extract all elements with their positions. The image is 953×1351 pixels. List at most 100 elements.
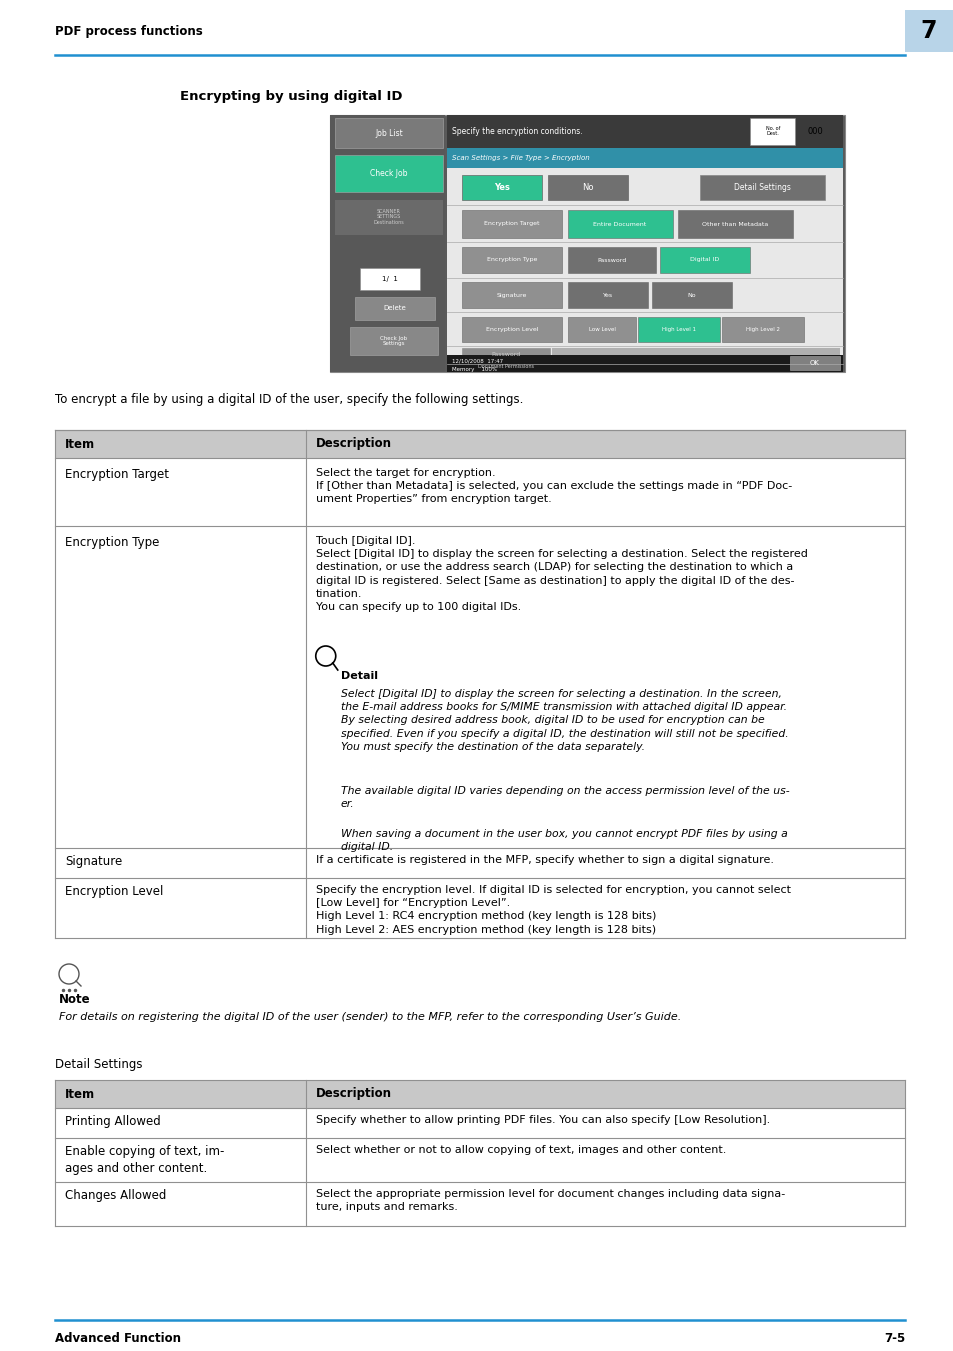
- Bar: [567, 317, 636, 342]
- Text: 1/  1: 1/ 1: [381, 276, 397, 282]
- Text: Detail: Detail: [340, 671, 377, 681]
- Bar: [461, 209, 561, 238]
- Bar: [651, 282, 731, 308]
- Text: Other than Metadata: Other than Metadata: [701, 222, 767, 227]
- Bar: [355, 297, 435, 320]
- Text: Select the appropriate permission level for document changes including data sign: Select the appropriate permission level …: [315, 1189, 784, 1212]
- Bar: [567, 247, 656, 273]
- Bar: [659, 247, 749, 273]
- Text: Specify the encryption conditions.: Specify the encryption conditions.: [452, 127, 582, 135]
- Text: Select the target for encryption.
If [Other than Metadata] is selected, you can : Select the target for encryption. If [Ot…: [315, 467, 791, 504]
- Text: Scan Settings > File Type > Encryption: Scan Settings > File Type > Encryption: [452, 155, 589, 161]
- Bar: [447, 115, 842, 149]
- Text: Changes Allowed: Changes Allowed: [65, 1189, 166, 1202]
- Bar: [335, 200, 442, 235]
- Text: Document Permissions: Document Permissions: [477, 365, 534, 370]
- Text: Note: Note: [59, 993, 91, 1006]
- Text: Enable copying of text, im-
ages and other content.: Enable copying of text, im- ages and oth…: [65, 1146, 224, 1175]
- Text: Check Job
Settings: Check Job Settings: [380, 335, 407, 346]
- Text: Specify the encryption level. If digital ID is selected for encryption, you cann: Specify the encryption level. If digital…: [315, 885, 790, 935]
- Text: Memory    100%: Memory 100%: [452, 366, 497, 372]
- Bar: [55, 878, 904, 938]
- Text: The available digital ID varies depending on the access permission level of the : The available digital ID varies dependin…: [340, 786, 788, 809]
- Text: Item: Item: [65, 438, 95, 450]
- Text: SCANNER
SETTINGS
Destinations: SCANNER SETTINGS Destinations: [374, 208, 404, 226]
- Bar: [567, 209, 672, 238]
- Bar: [359, 267, 419, 290]
- Text: High Level 1: High Level 1: [661, 327, 696, 331]
- Bar: [330, 115, 844, 372]
- Text: Entire Document: Entire Document: [593, 222, 646, 227]
- Text: Description: Description: [315, 438, 392, 450]
- Bar: [55, 430, 904, 458]
- Bar: [55, 1108, 904, 1138]
- Text: OK: OK: [809, 359, 819, 366]
- Text: Encryption Target: Encryption Target: [65, 467, 169, 481]
- Bar: [749, 118, 794, 145]
- Text: 000: 000: [806, 127, 822, 135]
- Text: Encrypting by using digital ID: Encrypting by using digital ID: [180, 91, 402, 103]
- Text: Description: Description: [315, 1088, 392, 1101]
- Text: Delete: Delete: [383, 305, 406, 311]
- Bar: [55, 1138, 904, 1182]
- Text: No: No: [687, 293, 696, 297]
- Text: Encryption Target: Encryption Target: [484, 222, 539, 227]
- Bar: [461, 349, 550, 362]
- Bar: [330, 115, 444, 372]
- Text: Job List: Job List: [375, 128, 402, 138]
- Text: Yes: Yes: [494, 182, 510, 192]
- Bar: [447, 168, 842, 370]
- Text: No. of
Dest.: No. of Dest.: [765, 126, 780, 136]
- Bar: [461, 176, 541, 200]
- Text: If a certificate is registered in the MFP, specify whether to sign a digital sig: If a certificate is registered in the MF…: [315, 855, 773, 865]
- Text: Advanced Function: Advanced Function: [55, 1332, 181, 1344]
- Bar: [904, 9, 953, 51]
- Bar: [55, 1079, 904, 1108]
- Bar: [335, 155, 442, 192]
- Bar: [552, 349, 840, 362]
- Text: Detail Settings: Detail Settings: [733, 182, 790, 192]
- Text: Signature: Signature: [65, 855, 122, 867]
- Text: Item: Item: [65, 1088, 95, 1101]
- Bar: [55, 526, 904, 848]
- Text: High Level 2: High Level 2: [745, 327, 780, 331]
- Bar: [55, 848, 904, 878]
- Text: Select [Digital ID] to display the screen for selecting a destination. In the sc: Select [Digital ID] to display the scree…: [340, 689, 788, 751]
- Text: Encryption Level: Encryption Level: [65, 885, 163, 898]
- Bar: [461, 247, 561, 273]
- Bar: [638, 317, 720, 342]
- Bar: [552, 365, 840, 370]
- Text: Encryption Level: Encryption Level: [485, 327, 537, 331]
- Text: Password: Password: [491, 353, 520, 358]
- Bar: [335, 118, 442, 149]
- Bar: [461, 282, 561, 308]
- Text: Encryption Type: Encryption Type: [486, 258, 537, 262]
- Bar: [461, 317, 561, 342]
- Bar: [461, 365, 550, 370]
- Bar: [447, 149, 842, 168]
- Text: To encrypt a file by using a digital ID of the user, specify the following setti: To encrypt a file by using a digital ID …: [55, 393, 523, 407]
- Bar: [700, 176, 824, 200]
- Text: When saving a document in the user box, you cannot encrypt PDF files by using a
: When saving a document in the user box, …: [340, 830, 786, 852]
- Text: Check Job: Check Job: [370, 169, 407, 177]
- Bar: [721, 317, 803, 342]
- Text: Encryption Type: Encryption Type: [65, 536, 159, 549]
- Bar: [547, 176, 627, 200]
- Text: Password: Password: [597, 258, 626, 262]
- Bar: [447, 355, 842, 372]
- Bar: [678, 209, 792, 238]
- Text: Specify whether to allow printing PDF files. You can also specify [Low Resolutio: Specify whether to allow printing PDF fi…: [315, 1115, 769, 1125]
- Text: 7-5: 7-5: [882, 1332, 904, 1344]
- Text: Signature: Signature: [497, 293, 527, 297]
- Bar: [567, 282, 647, 308]
- Text: For details on registering the digital ID of the user (sender) to the MFP, refer: For details on registering the digital I…: [59, 1012, 680, 1021]
- Text: Yes: Yes: [602, 293, 613, 297]
- Bar: [789, 357, 840, 370]
- Text: Digital ID: Digital ID: [690, 258, 719, 262]
- Bar: [55, 1182, 904, 1225]
- Text: No: No: [581, 182, 593, 192]
- Bar: [55, 458, 904, 526]
- Text: Low Level: Low Level: [588, 327, 615, 331]
- Text: Printing Allowed: Printing Allowed: [65, 1115, 161, 1128]
- Text: 12/10/2008  17:47: 12/10/2008 17:47: [452, 358, 502, 363]
